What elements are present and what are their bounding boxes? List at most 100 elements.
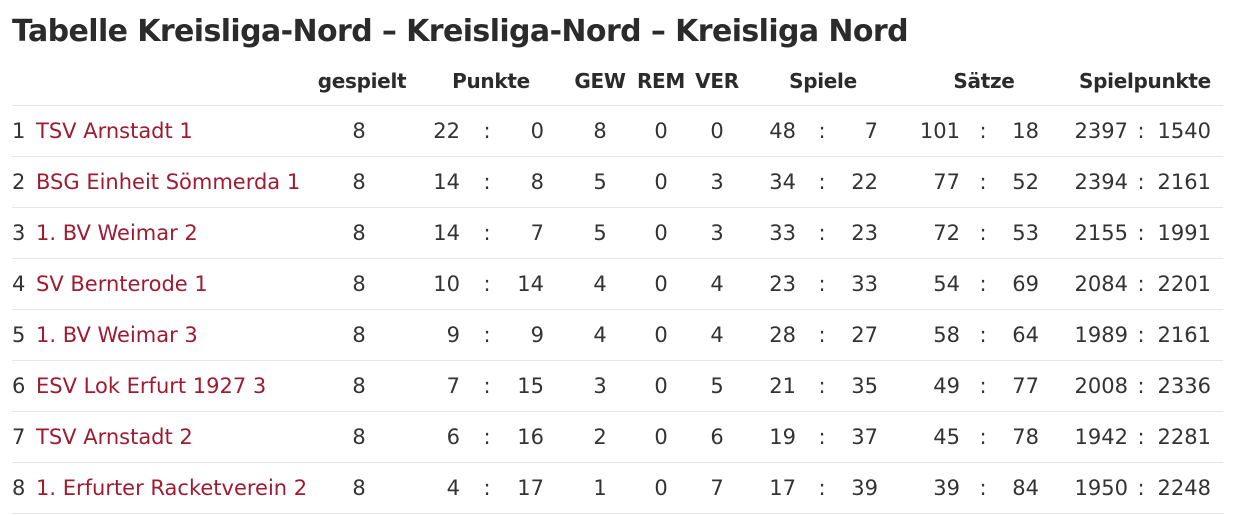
points-separator: : xyxy=(483,221,491,245)
points-against-cell: 16 xyxy=(517,425,544,449)
team-cell: TSV Arnstadt 1 xyxy=(36,106,326,156)
spielpunkte-against-cell: 2201 xyxy=(1157,272,1211,296)
header-saetze: Sätze xyxy=(953,68,1015,93)
points-for-cell: 22 xyxy=(433,119,460,143)
saetze-separator: : xyxy=(979,221,987,245)
table-row: 5 1. BV Weimar 3 8 9 : 9 4 0 4 28 : 27 5… xyxy=(12,310,1223,361)
spielpunkte-against-cell: 2281 xyxy=(1157,425,1211,449)
gew-cell: 8 xyxy=(593,119,607,143)
team-link[interactable]: 1. BV Weimar 3 xyxy=(36,323,198,347)
saetze-for-cell: 49 xyxy=(933,374,960,398)
spiele-against-cell: 33 xyxy=(851,272,878,296)
saetze-against-cell: 78 xyxy=(1012,425,1039,449)
spiele-against-cell: 7 xyxy=(864,119,878,143)
ver-cell: 4 xyxy=(710,272,724,296)
played-cell: 8 xyxy=(352,425,366,449)
table-row: 8 1. Erfurter Racketverein 2 8 4 : 17 1 … xyxy=(12,463,1223,514)
played-cell: 8 xyxy=(352,374,366,398)
points-separator: : xyxy=(483,476,491,500)
points-for-cell: 4 xyxy=(446,476,460,500)
played-cell: 8 xyxy=(352,119,366,143)
rank-cell: 6 xyxy=(12,374,26,398)
saetze-for-cell: 45 xyxy=(933,425,960,449)
team-link[interactable]: 1. Erfurter Racketverein 2 xyxy=(36,476,308,500)
points-against-cell: 7 xyxy=(530,221,544,245)
team-link[interactable]: TSV Arnstadt 1 xyxy=(36,119,193,143)
spiele-separator: : xyxy=(818,476,826,500)
saetze-separator: : xyxy=(979,323,987,347)
spielpunkte-separator: : xyxy=(1137,425,1145,449)
team-link[interactable]: ESV Lok Erfurt 1927 3 xyxy=(36,374,267,398)
team-link[interactable]: TSV Arnstadt 2 xyxy=(36,425,193,449)
saetze-for-cell: 58 xyxy=(933,323,960,347)
played-cell: 8 xyxy=(352,170,366,194)
spiele-separator: : xyxy=(818,119,826,143)
spielpunkte-separator: : xyxy=(1137,476,1145,500)
team-link[interactable]: SV Bernterode 1 xyxy=(36,272,208,296)
gew-cell: 4 xyxy=(593,323,607,347)
spielpunkte-against-cell: 2161 xyxy=(1157,323,1211,347)
team-cell: SV Bernterode 1 xyxy=(36,259,326,309)
rem-cell: 0 xyxy=(654,374,668,398)
team-cell: TSV Arnstadt 2 xyxy=(36,412,326,462)
saetze-against-cell: 84 xyxy=(1012,476,1039,500)
saetze-for-cell: 101 xyxy=(919,119,960,143)
table-row: 1 TSV Arnstadt 1 8 22 : 0 8 0 0 48 : 7 1… xyxy=(12,106,1223,157)
header-ver: VER xyxy=(695,68,739,93)
spiele-for-cell: 33 xyxy=(769,221,796,245)
team-cell: BSG Einheit Sömmerda 1 xyxy=(36,157,326,207)
saetze-for-cell: 72 xyxy=(933,221,960,245)
saetze-for-cell: 54 xyxy=(933,272,960,296)
rem-cell: 0 xyxy=(654,119,668,143)
saetze-for-cell: 77 xyxy=(933,170,960,194)
saetze-against-cell: 52 xyxy=(1012,170,1039,194)
rem-cell: 0 xyxy=(654,323,668,347)
played-cell: 8 xyxy=(352,476,366,500)
team-cell: 1. BV Weimar 2 xyxy=(36,208,326,258)
saetze-separator: : xyxy=(979,119,987,143)
gew-cell: 5 xyxy=(593,221,607,245)
header-spielpunkte: Spielpunkte xyxy=(1079,68,1211,93)
spiele-separator: : xyxy=(818,425,826,449)
spiele-for-cell: 17 xyxy=(769,476,796,500)
points-against-cell: 9 xyxy=(530,323,544,347)
spielpunkte-for-cell: 1942 xyxy=(1074,425,1128,449)
spiele-against-cell: 39 xyxy=(851,476,878,500)
table-row: 4 SV Bernterode 1 8 10 : 14 4 0 4 23 : 3… xyxy=(12,259,1223,310)
ver-cell: 7 xyxy=(710,476,724,500)
spiele-against-cell: 27 xyxy=(851,323,878,347)
points-separator: : xyxy=(483,323,491,347)
played-cell: 8 xyxy=(352,221,366,245)
spielpunkte-separator: : xyxy=(1137,374,1145,398)
points-for-cell: 9 xyxy=(446,323,460,347)
gew-cell: 3 xyxy=(593,374,607,398)
team-link[interactable]: 1. BV Weimar 2 xyxy=(36,221,198,245)
saetze-against-cell: 69 xyxy=(1012,272,1039,296)
spielpunkte-for-cell: 1989 xyxy=(1074,323,1128,347)
saetze-against-cell: 64 xyxy=(1012,323,1039,347)
spielpunkte-separator: : xyxy=(1137,119,1145,143)
rem-cell: 0 xyxy=(654,170,668,194)
saetze-separator: : xyxy=(979,425,987,449)
spiele-against-cell: 22 xyxy=(851,170,878,194)
points-for-cell: 7 xyxy=(446,374,460,398)
team-link[interactable]: BSG Einheit Sömmerda 1 xyxy=(36,170,301,194)
ver-cell: 3 xyxy=(710,170,724,194)
points-against-cell: 0 xyxy=(530,119,544,143)
table-row: 7 TSV Arnstadt 2 8 6 : 16 2 0 6 19 : 37 … xyxy=(12,412,1223,463)
spiele-separator: : xyxy=(818,272,826,296)
points-separator: : xyxy=(483,170,491,194)
points-separator: : xyxy=(483,374,491,398)
header-spiele: Spiele xyxy=(789,68,857,93)
spielpunkte-for-cell: 2008 xyxy=(1074,374,1128,398)
spiele-for-cell: 34 xyxy=(769,170,796,194)
rank-cell: 1 xyxy=(12,119,26,143)
gew-cell: 1 xyxy=(593,476,607,500)
gew-cell: 2 xyxy=(593,425,607,449)
team-cell: 1. BV Weimar 3 xyxy=(36,310,326,360)
spielpunkte-separator: : xyxy=(1137,323,1145,347)
points-against-cell: 15 xyxy=(517,374,544,398)
ver-cell: 4 xyxy=(710,323,724,347)
rank-cell: 5 xyxy=(12,323,26,347)
points-separator: : xyxy=(483,119,491,143)
